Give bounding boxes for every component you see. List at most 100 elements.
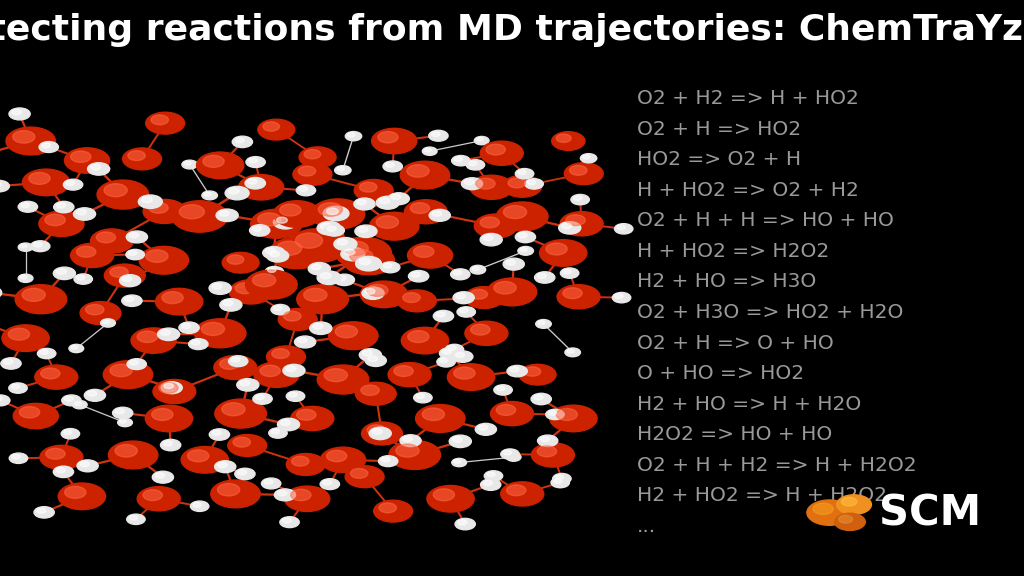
Circle shape	[408, 242, 453, 268]
Circle shape	[383, 263, 392, 268]
Circle shape	[263, 122, 280, 131]
Circle shape	[524, 367, 541, 376]
Circle shape	[361, 287, 384, 300]
Circle shape	[37, 508, 46, 513]
Circle shape	[490, 401, 534, 426]
Circle shape	[409, 271, 429, 282]
Text: O2 + H2 => H + HO2: O2 + H2 => H + HO2	[637, 89, 859, 108]
Circle shape	[370, 213, 419, 240]
Circle shape	[273, 201, 321, 228]
Circle shape	[480, 141, 523, 165]
Circle shape	[396, 444, 419, 457]
Circle shape	[65, 396, 73, 401]
Circle shape	[20, 203, 30, 207]
Circle shape	[90, 229, 133, 253]
Circle shape	[531, 443, 574, 467]
Circle shape	[203, 156, 224, 168]
Circle shape	[327, 226, 336, 232]
Circle shape	[53, 267, 76, 279]
Circle shape	[372, 128, 417, 154]
Text: H + HO2 => O2 + H2: H + HO2 => O2 + H2	[637, 181, 859, 200]
Circle shape	[456, 353, 465, 358]
Circle shape	[552, 132, 585, 150]
Circle shape	[6, 127, 55, 155]
Circle shape	[383, 161, 402, 172]
Circle shape	[280, 204, 301, 216]
Circle shape	[510, 367, 519, 372]
Circle shape	[429, 130, 449, 141]
Circle shape	[480, 479, 501, 490]
Circle shape	[2, 325, 49, 351]
Circle shape	[137, 331, 158, 343]
Circle shape	[422, 147, 437, 156]
Circle shape	[71, 346, 78, 349]
Circle shape	[233, 437, 251, 447]
Circle shape	[131, 328, 176, 353]
Circle shape	[329, 322, 378, 350]
Circle shape	[202, 323, 224, 335]
Circle shape	[3, 359, 12, 364]
Circle shape	[287, 391, 305, 401]
Text: H2 + HO => H3O: H2 + HO => H3O	[637, 272, 816, 291]
Circle shape	[291, 489, 311, 501]
Circle shape	[427, 486, 474, 512]
Circle shape	[367, 285, 388, 296]
Circle shape	[569, 165, 587, 175]
Circle shape	[271, 429, 280, 434]
Circle shape	[462, 178, 482, 190]
Text: O2 + H3O => HO2 + H2O: O2 + H3O => HO2 + H2O	[637, 303, 903, 322]
Circle shape	[251, 209, 302, 238]
Circle shape	[163, 441, 172, 446]
Circle shape	[379, 198, 390, 204]
Circle shape	[476, 138, 483, 141]
Circle shape	[184, 161, 191, 165]
Circle shape	[143, 199, 186, 223]
Circle shape	[538, 273, 547, 278]
Circle shape	[11, 384, 19, 389]
Circle shape	[411, 203, 429, 214]
Circle shape	[222, 403, 245, 416]
Circle shape	[344, 249, 355, 255]
Circle shape	[318, 203, 342, 217]
Circle shape	[317, 271, 341, 285]
Circle shape	[538, 446, 557, 457]
Circle shape	[475, 423, 497, 435]
Circle shape	[278, 418, 300, 431]
Circle shape	[122, 295, 142, 306]
Text: O2 + H + H => HO + HO: O2 + H + H => HO + HO	[637, 211, 894, 230]
Circle shape	[518, 247, 534, 255]
Circle shape	[228, 188, 240, 194]
Circle shape	[293, 164, 332, 185]
Circle shape	[325, 225, 344, 236]
Circle shape	[297, 410, 316, 420]
Circle shape	[286, 366, 296, 372]
Text: ...: ...	[637, 517, 656, 536]
Text: H2 + HO2 => H + H2O2: H2 + HO2 => H + H2O2	[637, 486, 887, 505]
Circle shape	[538, 321, 545, 325]
Circle shape	[807, 500, 852, 525]
Circle shape	[454, 367, 475, 379]
Circle shape	[53, 202, 74, 213]
Circle shape	[153, 471, 173, 483]
Circle shape	[266, 249, 289, 262]
Circle shape	[23, 289, 45, 301]
Circle shape	[478, 425, 487, 430]
Circle shape	[304, 289, 327, 301]
Circle shape	[455, 518, 475, 530]
Circle shape	[355, 225, 377, 237]
Circle shape	[182, 160, 198, 169]
Circle shape	[0, 396, 2, 401]
Circle shape	[416, 394, 425, 399]
Circle shape	[145, 112, 184, 134]
Circle shape	[324, 206, 349, 221]
Circle shape	[327, 208, 338, 214]
Circle shape	[327, 450, 347, 462]
Circle shape	[283, 365, 305, 377]
Circle shape	[245, 178, 265, 189]
Circle shape	[359, 182, 377, 192]
Circle shape	[110, 267, 128, 277]
Circle shape	[497, 386, 505, 391]
Circle shape	[249, 158, 257, 163]
Circle shape	[359, 348, 382, 361]
Circle shape	[614, 223, 633, 234]
